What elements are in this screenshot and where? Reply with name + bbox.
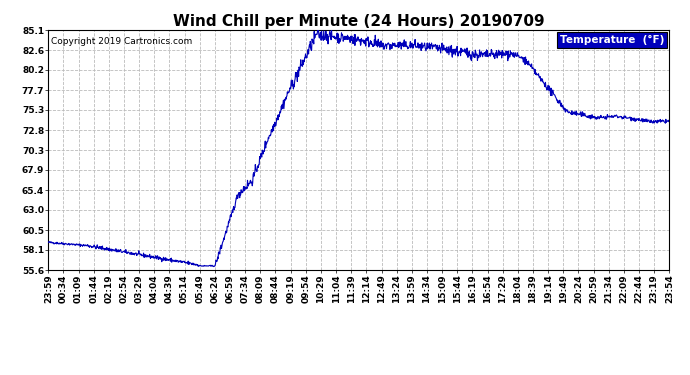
Legend: Temperature  (°F): Temperature (°F) bbox=[557, 32, 667, 48]
Title: Wind Chill per Minute (24 Hours) 20190709: Wind Chill per Minute (24 Hours) 2019070… bbox=[173, 14, 544, 29]
Text: Copyright 2019 Cartronics.com: Copyright 2019 Cartronics.com bbox=[51, 37, 193, 46]
